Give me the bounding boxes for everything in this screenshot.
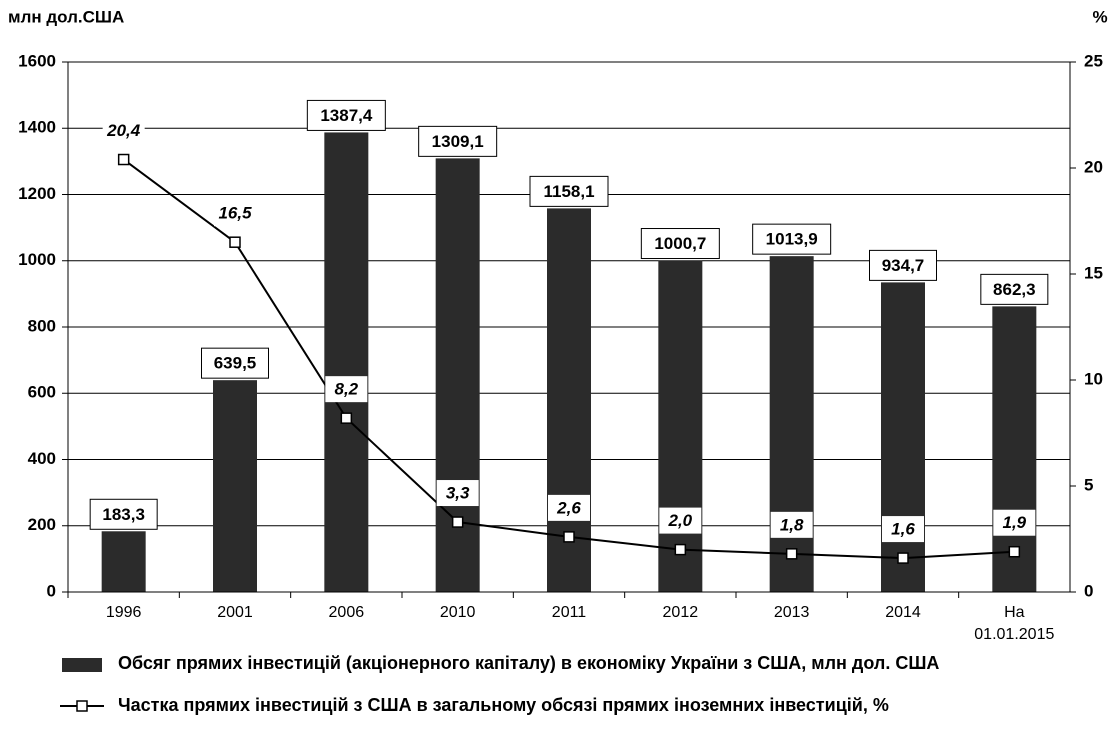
- value-label: 639,5: [214, 354, 257, 373]
- value-label-box: [869, 249, 937, 281]
- value-label: 1158,1: [543, 182, 594, 201]
- y-tick-label: 200: [28, 515, 56, 534]
- bar: [547, 208, 591, 592]
- x-tick-label: 2001: [217, 604, 253, 621]
- x-tick-label: 2010: [439, 604, 476, 621]
- x-tick-label: 2014: [885, 604, 921, 621]
- line-marker: [1008, 545, 1021, 558]
- line-value-label: 2,6: [556, 498, 581, 517]
- x-tick-label: 2012: [662, 604, 699, 621]
- line-marker: [563, 531, 575, 543]
- bar: [213, 380, 257, 592]
- value-label-box: [89, 498, 158, 530]
- line-value-label: 20,4: [106, 121, 141, 140]
- bar: [324, 132, 369, 592]
- line-marker: [674, 543, 687, 556]
- line-label-box: [325, 376, 368, 403]
- y2-tick-label: 25: [1084, 51, 1103, 70]
- legend-swatch-bar: [62, 658, 102, 672]
- legend-label: Обсяг прямих інвестицій (акціонерного ка…: [118, 653, 940, 673]
- bar: [101, 531, 146, 592]
- value-label: 934,7: [882, 256, 925, 275]
- value-label-box: [306, 99, 386, 131]
- x-tick-label: 2011: [551, 604, 587, 621]
- line-value-label: 2,0: [668, 511, 693, 530]
- line-label-box: [993, 509, 1036, 536]
- value-label-box: [980, 273, 1049, 305]
- y2-tick-label: 5: [1084, 475, 1093, 494]
- value-label: 862,3: [993, 280, 1036, 299]
- y-tick-label: 1600: [18, 51, 56, 70]
- line-label-box: [548, 494, 590, 521]
- value-label: 1309,1: [432, 132, 484, 151]
- y2-tick-label: 10: [1084, 369, 1103, 388]
- bar: [658, 260, 703, 592]
- value-label-box: [640, 228, 720, 260]
- bar: [881, 282, 925, 592]
- line-label-box: [214, 200, 256, 227]
- line-marker: [785, 548, 798, 560]
- y-tick-label: 600: [28, 383, 56, 402]
- y2-axis-label: %: [1092, 7, 1107, 26]
- value-label-box: [752, 223, 832, 255]
- y2-tick-label: 20: [1084, 157, 1103, 176]
- line-label-box: [770, 511, 813, 538]
- line-value-label: 1,9: [1003, 513, 1027, 532]
- y2-tick-label: 15: [1084, 263, 1103, 282]
- value-label-box: [201, 347, 269, 379]
- line-value-label: 1,8: [780, 515, 804, 534]
- bar: [769, 256, 814, 592]
- legend-label: Частка прямих інвестицій з США в загальн…: [118, 695, 889, 715]
- bar: [992, 306, 1037, 592]
- line-value-label: 8,2: [335, 380, 359, 399]
- y-tick-label: 1000: [18, 250, 56, 269]
- line-marker: [340, 412, 353, 424]
- x-tick-label: 2013: [773, 604, 810, 621]
- line-value-label: 3,3: [446, 484, 470, 503]
- y-tick-label: 1400: [18, 118, 56, 137]
- y-tick-label: 0: [47, 581, 56, 600]
- line-label-box: [882, 516, 924, 543]
- x-tick-label: 2006: [328, 604, 365, 621]
- line-value-label: 1,6: [891, 520, 915, 539]
- legend-swatch-marker: [76, 700, 88, 712]
- line-label-box: [102, 117, 145, 144]
- line-marker: [229, 236, 241, 248]
- line-marker: [897, 552, 909, 564]
- y-axis-label: млн дол.США: [8, 7, 124, 26]
- value-label: 183,3: [102, 505, 145, 524]
- value-label: 1013,9: [766, 230, 818, 249]
- y-tick-label: 1200: [18, 184, 56, 203]
- line-value-label: 16,5: [218, 204, 252, 223]
- line-label-box: [659, 507, 702, 534]
- x-tick-label: На 01.01.2015: [974, 604, 1055, 643]
- value-label-box: [418, 125, 498, 157]
- value-label-box: [529, 175, 609, 207]
- line-marker: [117, 153, 130, 166]
- y-tick-label: 400: [28, 449, 56, 468]
- value-label: 1000,7: [654, 234, 706, 253]
- line-label-box: [436, 480, 479, 507]
- value-label: 1387,4: [320, 106, 373, 125]
- line-marker: [451, 516, 464, 528]
- x-tick-label: 1996: [105, 604, 142, 621]
- y2-tick-label: 0: [1084, 581, 1093, 600]
- y-tick-label: 800: [28, 316, 56, 335]
